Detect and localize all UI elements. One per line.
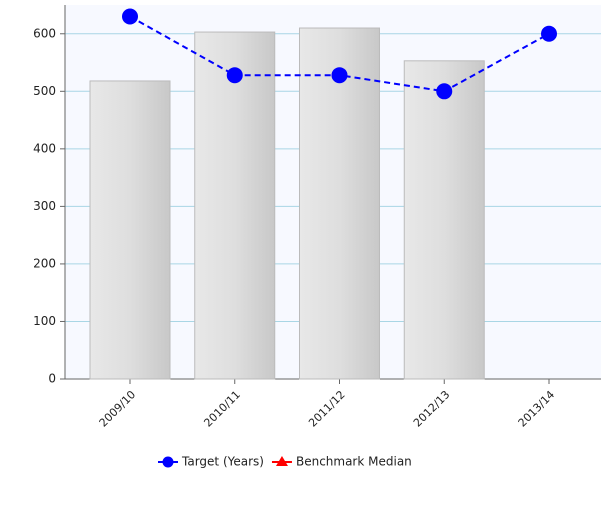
x-tick-label: 2011/12	[306, 388, 348, 430]
marker	[122, 8, 138, 25]
bar	[89, 80, 171, 380]
bar	[194, 31, 276, 380]
legend-marker	[162, 456, 174, 468]
y-tick-label: 200	[33, 256, 56, 270]
bar	[299, 27, 380, 380]
y-tick-label: 300	[33, 199, 56, 213]
legend-label: Target (Years)	[181, 455, 264, 469]
legend-label: Benchmark Median	[296, 455, 412, 469]
y-tick-label: 100	[33, 314, 56, 328]
x-tick-label: 2013/14	[516, 388, 558, 430]
marker	[541, 25, 557, 42]
marker	[226, 67, 243, 84]
y-tick-label: 600	[33, 26, 56, 40]
y-tick-label: 400	[33, 141, 56, 155]
y-tick-label: 500	[33, 84, 56, 98]
marker	[436, 83, 453, 100]
y-tick-label: 0	[48, 372, 56, 386]
marker	[331, 67, 348, 84]
x-tick-label: 2012/13	[411, 388, 453, 430]
legend-marker	[275, 456, 288, 466]
bar	[403, 60, 485, 380]
x-tick-label: 2010/11	[201, 388, 243, 430]
x-tick-label: 2009/10	[97, 388, 139, 430]
